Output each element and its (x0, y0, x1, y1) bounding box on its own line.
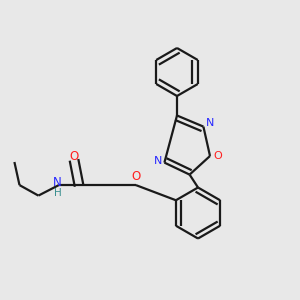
Text: N: N (206, 118, 214, 128)
Text: O: O (131, 170, 140, 184)
Text: O: O (213, 151, 222, 161)
Text: N: N (53, 176, 62, 190)
Text: O: O (69, 149, 78, 163)
Text: N: N (154, 155, 162, 166)
Text: H: H (54, 188, 61, 198)
